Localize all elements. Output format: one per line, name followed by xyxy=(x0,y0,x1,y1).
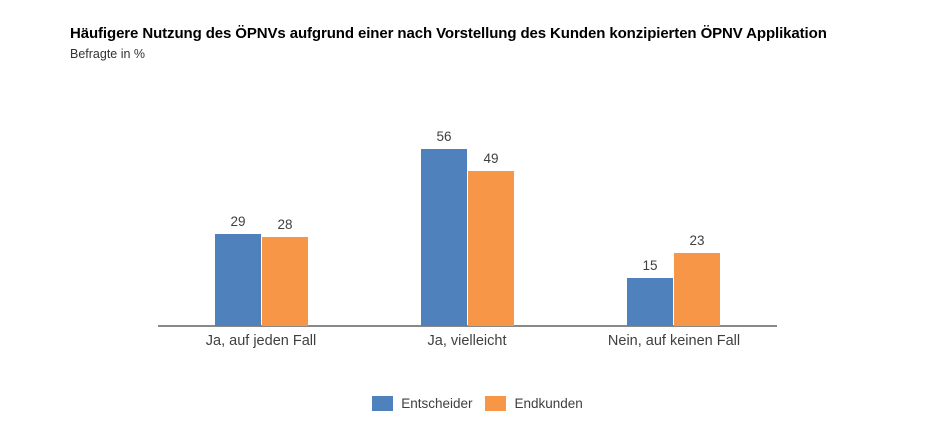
bar-entscheider xyxy=(627,278,673,326)
x-axis-line xyxy=(158,325,777,327)
category-label: Nein, auf keinen Fall xyxy=(607,333,741,349)
value-label: 28 xyxy=(277,217,293,232)
legend-item-endkunden: Endkunden xyxy=(485,396,583,411)
bar-endkunden xyxy=(262,237,308,326)
chart-subtitle: Befragte in % xyxy=(70,47,146,61)
legend-label: Entscheider xyxy=(401,396,473,411)
bar-entscheider xyxy=(421,149,467,326)
value-label: 15 xyxy=(642,258,658,273)
plot-area: 29 28 Ja, auf jeden Fall 56 49 Ja, vielleicht… xyxy=(158,129,777,349)
value-label: 56 xyxy=(436,129,452,144)
legend-swatch-icon xyxy=(372,396,394,411)
category-label: Ja, vielleicht xyxy=(427,333,507,349)
bar-entscheider xyxy=(215,234,261,326)
bar-endkunden xyxy=(674,253,720,326)
value-label: 49 xyxy=(483,151,499,166)
bar-endkunden xyxy=(468,171,514,326)
legend-item-entscheider: Entscheider xyxy=(372,396,472,411)
legend-label: Endkunden xyxy=(514,396,583,411)
legend-swatch-icon xyxy=(485,396,507,411)
legend: Entscheider Endkunden xyxy=(160,396,795,411)
value-label: 23 xyxy=(689,233,705,248)
value-label: 29 xyxy=(230,214,246,229)
category-label: Ja, auf jeden Fall xyxy=(205,333,317,349)
chart-title: Häufigere Nutzung des ÖPNVs aufgrund ein… xyxy=(70,25,827,42)
